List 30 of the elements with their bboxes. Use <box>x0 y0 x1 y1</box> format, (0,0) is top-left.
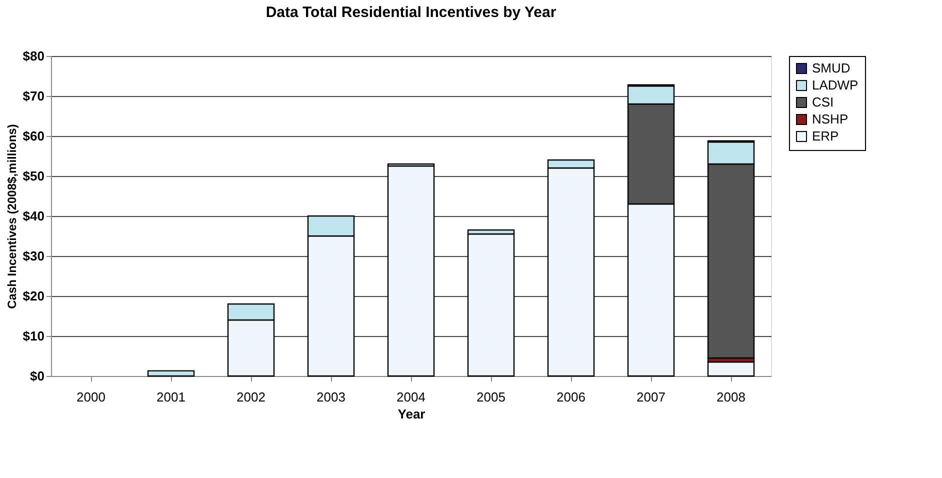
y-tick-label: $10 <box>22 328 44 344</box>
legend-label: SMUD <box>812 60 850 76</box>
x-tick-label: 2003 <box>316 390 346 404</box>
legend-label: LADWP <box>812 78 858 92</box>
y-tick-label: $50 <box>22 168 44 184</box>
x-tick-label: 2001 <box>156 390 186 404</box>
legend-label: CSI <box>812 94 834 110</box>
y-tick-label: $0 <box>30 368 44 384</box>
legend-label: NSHP <box>812 112 848 126</box>
x-axis-title: Year <box>398 406 426 422</box>
bar <box>707 361 755 377</box>
y-tick-label: $20 <box>22 288 44 304</box>
x-tick-label: 2008 <box>716 390 746 404</box>
x-tick-label: 2006 <box>556 390 586 404</box>
y-tick-label: $40 <box>22 208 44 224</box>
chart-title: Data Total Residential Incentives by Year <box>266 4 556 21</box>
y-tick-label: $80 <box>22 48 44 64</box>
y-tick-label: $70 <box>22 88 44 104</box>
bar <box>467 233 515 377</box>
y-axis-title: Cash Incentives (2008$,millions) <box>4 124 19 309</box>
y-tick-label: $30 <box>22 248 44 264</box>
bar <box>147 370 195 377</box>
bar <box>387 165 435 377</box>
y-tick-label: $60 <box>22 128 44 144</box>
x-tick-label: 2004 <box>396 390 426 404</box>
x-tick-label: 2002 <box>236 390 266 404</box>
x-tick-label: 2000 <box>76 390 106 404</box>
x-tick-label: 2007 <box>636 390 666 404</box>
x-tick-label: 2005 <box>476 390 506 404</box>
legend-label: ERP <box>812 128 839 144</box>
